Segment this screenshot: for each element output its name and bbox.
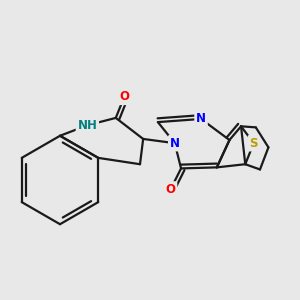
Text: N: N (196, 112, 206, 125)
Text: O: O (166, 183, 176, 196)
Text: N: N (170, 137, 180, 150)
Text: S: S (249, 137, 258, 150)
Text: O: O (119, 90, 129, 103)
Text: NH: NH (77, 119, 97, 132)
